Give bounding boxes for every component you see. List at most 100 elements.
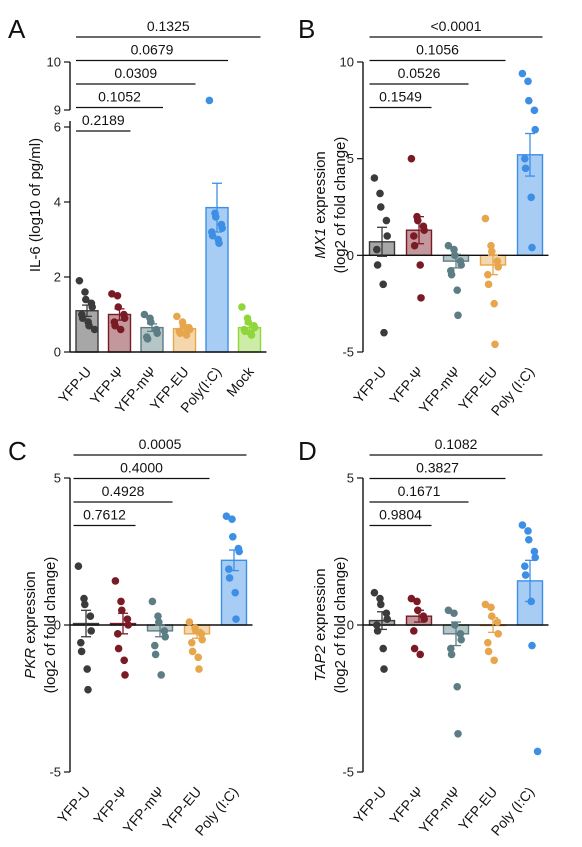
data-point: [215, 239, 223, 248]
data-point: [450, 609, 458, 618]
y-axis-title: MX1 expression: [312, 151, 329, 259]
y-tick-label: 5: [347, 151, 354, 166]
data-point: [447, 270, 456, 279]
data-point: [376, 594, 384, 603]
data-point: [74, 562, 83, 570]
data-point: [205, 96, 214, 105]
data-point: [120, 314, 129, 323]
data-point: [456, 630, 465, 638]
p-value-label: 0.4000: [120, 460, 163, 476]
data-point: [521, 164, 530, 173]
data-point: [116, 325, 125, 334]
p-value-label: 0.1052: [98, 89, 141, 105]
y-axis-title-rest: expression: [22, 571, 39, 648]
panel-letter: D: [298, 436, 317, 466]
data-point: [147, 318, 155, 326]
data-point: [530, 547, 539, 556]
y-tick-label: 10: [47, 55, 61, 70]
data-point: [188, 647, 197, 656]
data-point: [524, 77, 532, 86]
data-point: [155, 618, 163, 626]
data-point: [527, 193, 535, 202]
data-point: [380, 665, 388, 673]
data-point: [420, 226, 429, 234]
data-point: [491, 340, 499, 349]
panel-letter: B: [298, 14, 315, 44]
data-point: [410, 241, 419, 250]
y-tick-label: 5: [347, 471, 354, 486]
data-point: [82, 295, 90, 304]
p-value-label: 0.9804: [379, 507, 422, 523]
panel-letter: A: [8, 14, 26, 44]
data-point: [208, 231, 217, 240]
data-point: [447, 644, 455, 653]
y-axis-title-gene: PKR: [22, 648, 39, 679]
data-point: [151, 650, 160, 659]
data-point: [140, 310, 149, 319]
data-point: [373, 621, 381, 629]
data-point: [488, 612, 496, 620]
data-point: [451, 251, 459, 260]
y-tick-label: 0: [347, 248, 354, 263]
data-point: [380, 328, 388, 337]
category-label: YFP-U: [350, 364, 389, 406]
data-point: [160, 627, 169, 635]
data-point: [198, 635, 206, 644]
y-axis-title-line2: (log2 of fold change): [42, 557, 59, 694]
y-axis-title-rest: expression: [312, 568, 329, 645]
data-point: [373, 627, 382, 635]
data-point: [490, 656, 499, 665]
p-value-label: 0.1549: [379, 89, 422, 105]
data-point: [413, 597, 421, 606]
y-tick-label: 0: [347, 618, 354, 633]
data-point: [123, 615, 132, 623]
panel-b: B -5 0 5 10 MX1 expression (log2 of fold chang…: [298, 14, 549, 419]
data-point: [114, 644, 123, 653]
data-point: [232, 615, 240, 623]
y-axis-title-line2: (log2 of fold change): [332, 137, 349, 274]
data-point: [121, 671, 129, 679]
data-point: [153, 329, 161, 338]
data-point: [77, 647, 86, 656]
data-point: [81, 600, 89, 609]
y-tick-label: 4: [54, 195, 61, 210]
data-point: [444, 606, 453, 615]
data-point: [85, 321, 93, 330]
data-point: [225, 565, 233, 573]
data-point: [225, 574, 234, 582]
data-point: [525, 96, 533, 105]
data-point: [414, 216, 422, 225]
data-point: [212, 213, 220, 221]
data-point: [157, 671, 165, 679]
data-point: [531, 553, 539, 562]
y-tick-label: 2: [54, 270, 61, 285]
data-point: [487, 603, 495, 612]
data-point: [410, 232, 418, 240]
data-point: [90, 325, 99, 334]
y-axis-title-line2: (log2 of fold change): [332, 557, 349, 694]
data-point: [111, 321, 119, 330]
data-point: [194, 653, 202, 662]
data-point: [87, 627, 95, 635]
data-point: [487, 241, 495, 250]
data-point: [84, 685, 92, 694]
p-value-label: 0.0309: [114, 65, 157, 81]
data-point: [417, 294, 425, 302]
data-point: [484, 280, 493, 289]
data-point: [373, 261, 382, 269]
y-axis-title-gene: MX1: [312, 228, 329, 259]
data-point: [117, 597, 125, 606]
data-point: [528, 243, 536, 252]
y-axis-title: PKR expression: [22, 571, 39, 679]
y-tick-label: 5: [54, 471, 61, 486]
data-point: [173, 312, 181, 321]
data-point: [118, 606, 126, 615]
data-point: [188, 638, 196, 647]
data-point: [494, 630, 503, 638]
data-point: [484, 638, 492, 647]
data-point: [488, 247, 496, 256]
data-point: [531, 125, 539, 134]
data-point: [231, 588, 239, 597]
p-value-label: 0.3827: [416, 460, 459, 476]
